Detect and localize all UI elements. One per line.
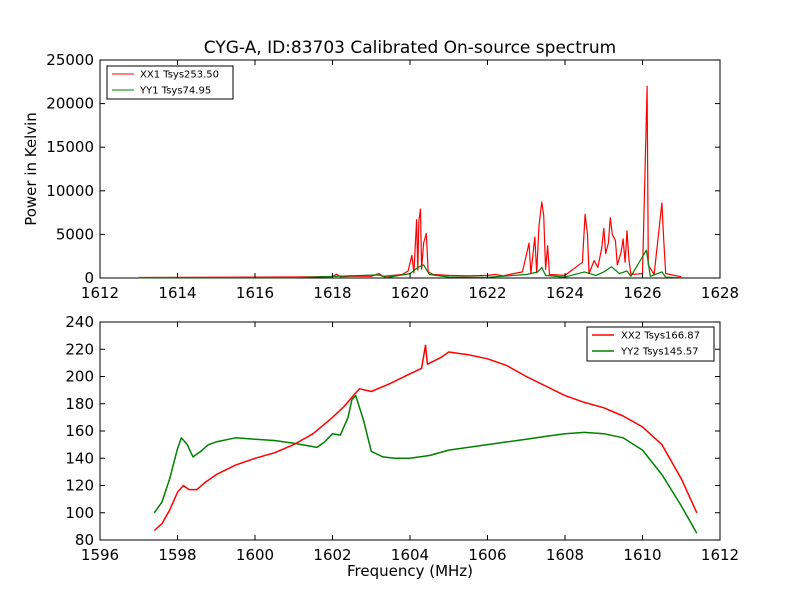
- bottom-series-line-2: [153, 394, 698, 534]
- bottom-y-tick-label: 80: [75, 531, 94, 549]
- top-y-tick-label: 10000: [46, 182, 94, 200]
- bottom-plot-axes: 1596 1598 1600 1602 1604 1606 1608 1610 1612 80 10…: [65, 313, 739, 564]
- top-x-tick-label: 1622: [468, 284, 506, 302]
- bottom-x-tick-label: 1604: [391, 546, 429, 564]
- top-x-tick-label: 1612: [81, 284, 119, 302]
- top-legend: XX1 Tsys253.50 YY1 Tsys74.95: [106, 65, 234, 100]
- bottom-x-tick-label: 1608: [546, 546, 584, 564]
- top-plot-axes: 1612 1614 1616 1618 1620 1622 1624 1626 1628 0 500…: [46, 51, 739, 302]
- bottom-legend: XX2 Tsys166.87 YY2 Tsys145.57: [586, 326, 715, 362]
- top-x-tick-label: 1628: [701, 284, 739, 302]
- top-legend-box: [106, 65, 234, 100]
- bottom-x-tick-label: 1600: [236, 546, 274, 564]
- top-y-tick-label: 5000: [56, 225, 94, 243]
- top-plot-series: [138, 85, 682, 279]
- bottom-legend-box: [586, 326, 715, 362]
- top-y-tick-label: 20000: [46, 95, 94, 113]
- top-plot: 1612 1614 1616 1618 1620 1622 1624 1626 1628 0 500…: [22, 51, 739, 302]
- bottom-series-line-1: [153, 344, 698, 532]
- bottom-plot-series: [153, 344, 698, 534]
- top-x-tick-label: 1624: [546, 284, 584, 302]
- top-x-tick-label: 1614: [158, 284, 196, 302]
- top-x-tick-label: 1620: [391, 284, 429, 302]
- top-series-line-2: [138, 249, 682, 279]
- bottom-plot: 1596 1598 1600 1602 1604 1606 1608 1610 1612 80 10…: [65, 313, 739, 580]
- bottom-y-tick-label: 160: [65, 422, 94, 440]
- bottom-legend-label-yy2: YY2 Tsys145.57: [620, 347, 699, 358]
- top-x-tick-label: 1626: [623, 284, 661, 302]
- bottom-y-tick-label: 180: [65, 395, 94, 413]
- bottom-x-tick-label: 1596: [81, 546, 119, 564]
- top-legend-label-yy1: YY1 Tsys74.95: [139, 86, 211, 97]
- top-y-axis-label: Power in Kelvin: [22, 112, 40, 226]
- chart-title: CYG-A, ID:83703 Calibrated On-source spe…: [204, 38, 616, 58]
- bottom-y-tick-label: 200: [65, 368, 94, 386]
- bottom-x-tick-label: 1612: [701, 546, 739, 564]
- top-x-tick-label: 1616: [236, 284, 274, 302]
- top-y-tick-label: 15000: [46, 138, 94, 156]
- bottom-y-tick-label: 120: [65, 477, 94, 495]
- top-x-tick-label: 1618: [313, 284, 351, 302]
- bottom-x-tick-label: 1606: [468, 546, 506, 564]
- top-legend-label-xx1: XX1 Tsys253.50: [140, 70, 219, 81]
- bottom-x-axis-label: Frequency (MHz): [347, 562, 473, 580]
- bottom-x-tick-label: 1598: [158, 546, 196, 564]
- bottom-x-tick-label: 1602: [313, 546, 351, 564]
- bottom-y-tick-label: 100: [65, 504, 94, 522]
- bottom-legend-label-xx2: XX2 Tsys166.87: [621, 331, 700, 342]
- bottom-y-tick-label: 220: [65, 340, 94, 358]
- top-y-tick-label: 0: [84, 269, 94, 287]
- top-y-tick-label: 25000: [46, 51, 94, 69]
- bottom-y-tick-label: 240: [65, 313, 94, 331]
- bottom-y-tick-label: 140: [65, 449, 94, 467]
- top-series-line-1: [138, 85, 682, 279]
- bottom-x-tick-label: 1610: [623, 546, 661, 564]
